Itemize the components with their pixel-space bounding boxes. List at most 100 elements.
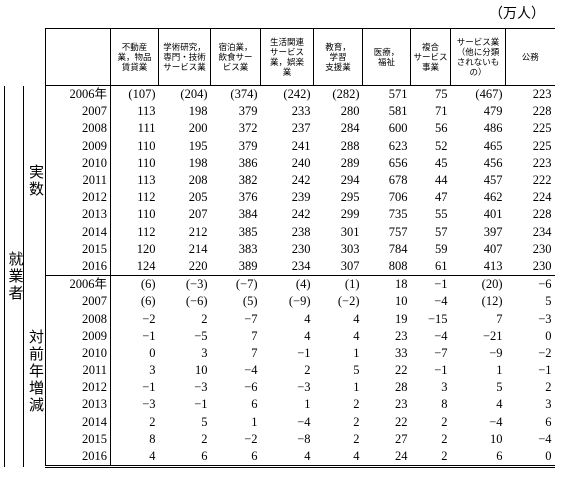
cell: 379 bbox=[238, 104, 258, 119]
row: 2014 112 212 385 238 301 757 57 397 234 bbox=[5, 223, 555, 241]
row: 2009 −1 −5 7 4 4 23 −4 −21 0 bbox=[5, 327, 555, 345]
cell: 6 bbox=[210, 447, 261, 469]
cell: 389 bbox=[238, 258, 258, 273]
cell: 27 bbox=[395, 431, 408, 446]
cell: 295 bbox=[340, 190, 360, 205]
cell: (−3) bbox=[158, 275, 211, 294]
row: 2012 −1 −3 −6 −3 1 28 3 5 2 bbox=[5, 379, 555, 397]
column-header: 複合 サービス 事業 bbox=[410, 28, 451, 86]
row: 2009 110 195 379 241 288 623 52 465 225 bbox=[5, 137, 555, 155]
cell: 228 bbox=[532, 207, 552, 222]
cell: 1 bbox=[496, 363, 503, 378]
cell: −21 bbox=[482, 328, 503, 343]
header-line: 飲食サー bbox=[218, 52, 253, 62]
cell: 22 bbox=[395, 414, 408, 429]
cell: 220 bbox=[188, 258, 208, 273]
cell: 2 bbox=[149, 414, 156, 429]
cell: 307 bbox=[340, 258, 360, 273]
cell: 228 bbox=[532, 104, 552, 119]
cell: −4 bbox=[434, 294, 448, 309]
header-line: ビス業 bbox=[222, 62, 249, 72]
cell: 600 bbox=[388, 121, 408, 136]
cell: 784 bbox=[388, 241, 408, 256]
cell: 2 bbox=[545, 380, 552, 395]
cell: 678 bbox=[388, 173, 408, 188]
cell: −9 bbox=[489, 345, 503, 360]
cell: 33 bbox=[395, 345, 408, 360]
cell: 289 bbox=[340, 155, 360, 170]
cell: 110 bbox=[137, 138, 156, 153]
year: 2012 bbox=[45, 379, 111, 397]
cell: −4 bbox=[434, 328, 448, 343]
cell: 3 bbox=[441, 380, 448, 395]
cell: 372 bbox=[238, 121, 258, 136]
cell: 52 bbox=[435, 138, 448, 153]
row: 就業者 実数 2006年 (107) (204) (374) (242) (282) 571 75… bbox=[4, 85, 555, 467]
header-line: 生活関連 bbox=[269, 37, 304, 47]
cell: 47 bbox=[435, 190, 448, 205]
cell: 581 bbox=[388, 104, 408, 119]
cell: 59 bbox=[435, 241, 448, 256]
cell: 230 bbox=[532, 258, 552, 273]
cell: 1 bbox=[251, 414, 258, 429]
cell: 486 bbox=[483, 121, 503, 136]
row: 2008 111 200 372 237 284 600 56 486 225 bbox=[5, 120, 555, 138]
column-header: 医療， 福祉 bbox=[362, 28, 411, 86]
header-line: されないも bbox=[456, 57, 500, 67]
cell: 0 bbox=[505, 447, 555, 469]
section-label: 対前年増減 bbox=[23, 275, 46, 467]
cell: 2 bbox=[353, 414, 360, 429]
cell: 571 bbox=[362, 85, 411, 104]
year: 2011 bbox=[45, 362, 111, 380]
cell: 234 bbox=[291, 258, 311, 273]
row: 2015 8 2 −2 −8 2 27 2 10 −4 bbox=[5, 430, 555, 448]
cell: 1 bbox=[304, 397, 311, 412]
cell: 205 bbox=[188, 190, 208, 205]
cell: 112 bbox=[137, 224, 156, 239]
cell: 233 bbox=[291, 104, 311, 119]
cell: (242) bbox=[260, 85, 314, 104]
cell: −3 bbox=[538, 311, 552, 326]
row: 2012 112 205 376 239 295 706 47 462 224 bbox=[5, 189, 555, 207]
cell: −2 bbox=[244, 431, 258, 446]
cell: 10 bbox=[195, 363, 208, 378]
cell: 195 bbox=[188, 138, 208, 153]
year: 2014 bbox=[45, 223, 111, 241]
header-line: 教育， bbox=[325, 42, 351, 52]
cell: −1 bbox=[297, 345, 311, 360]
cell: 222 bbox=[532, 173, 552, 188]
header-line: 支援業 bbox=[325, 62, 351, 72]
year: 2010 bbox=[45, 344, 111, 362]
row: 2011 3 10 −4 2 5 22 −1 1 −1 bbox=[5, 362, 555, 380]
cell: 4 bbox=[304, 328, 311, 343]
cell: (−9) bbox=[288, 294, 311, 309]
cell: 4 bbox=[260, 447, 314, 469]
cell: (107) bbox=[110, 85, 159, 104]
cell: 19 bbox=[395, 311, 408, 326]
header-line: 業，物品 bbox=[117, 52, 152, 62]
column-header: 不動産 業，物品 賃貸業 bbox=[110, 28, 159, 86]
cell: 57 bbox=[435, 224, 448, 239]
year: 2008 bbox=[45, 120, 111, 138]
cell: 3 bbox=[149, 363, 156, 378]
cell: 214 bbox=[188, 241, 208, 256]
cell: 241 bbox=[291, 138, 311, 153]
row: 2010 0 3 7 −1 1 33 −7 −9 −2 bbox=[5, 344, 555, 362]
cell: 23 bbox=[395, 328, 408, 343]
year: 2016 bbox=[45, 257, 111, 276]
header-line: 医療， bbox=[373, 47, 400, 57]
cell: 407 bbox=[483, 241, 503, 256]
cell: 110 bbox=[137, 207, 156, 222]
cell: 379 bbox=[238, 138, 258, 153]
cell: 623 bbox=[388, 138, 408, 153]
cell: 284 bbox=[340, 121, 360, 136]
year: 2013 bbox=[45, 206, 111, 224]
cell: 382 bbox=[238, 173, 258, 188]
cell: 113 bbox=[137, 104, 156, 119]
row: 2007 (6) (−6) (5) (−9) (−2) 10 −4 (12) 5 bbox=[5, 293, 555, 311]
cell: 200 bbox=[188, 121, 208, 136]
header-line: 賃貸業 bbox=[121, 62, 148, 72]
cell: 113 bbox=[137, 173, 156, 188]
cell: 3 bbox=[545, 397, 552, 412]
